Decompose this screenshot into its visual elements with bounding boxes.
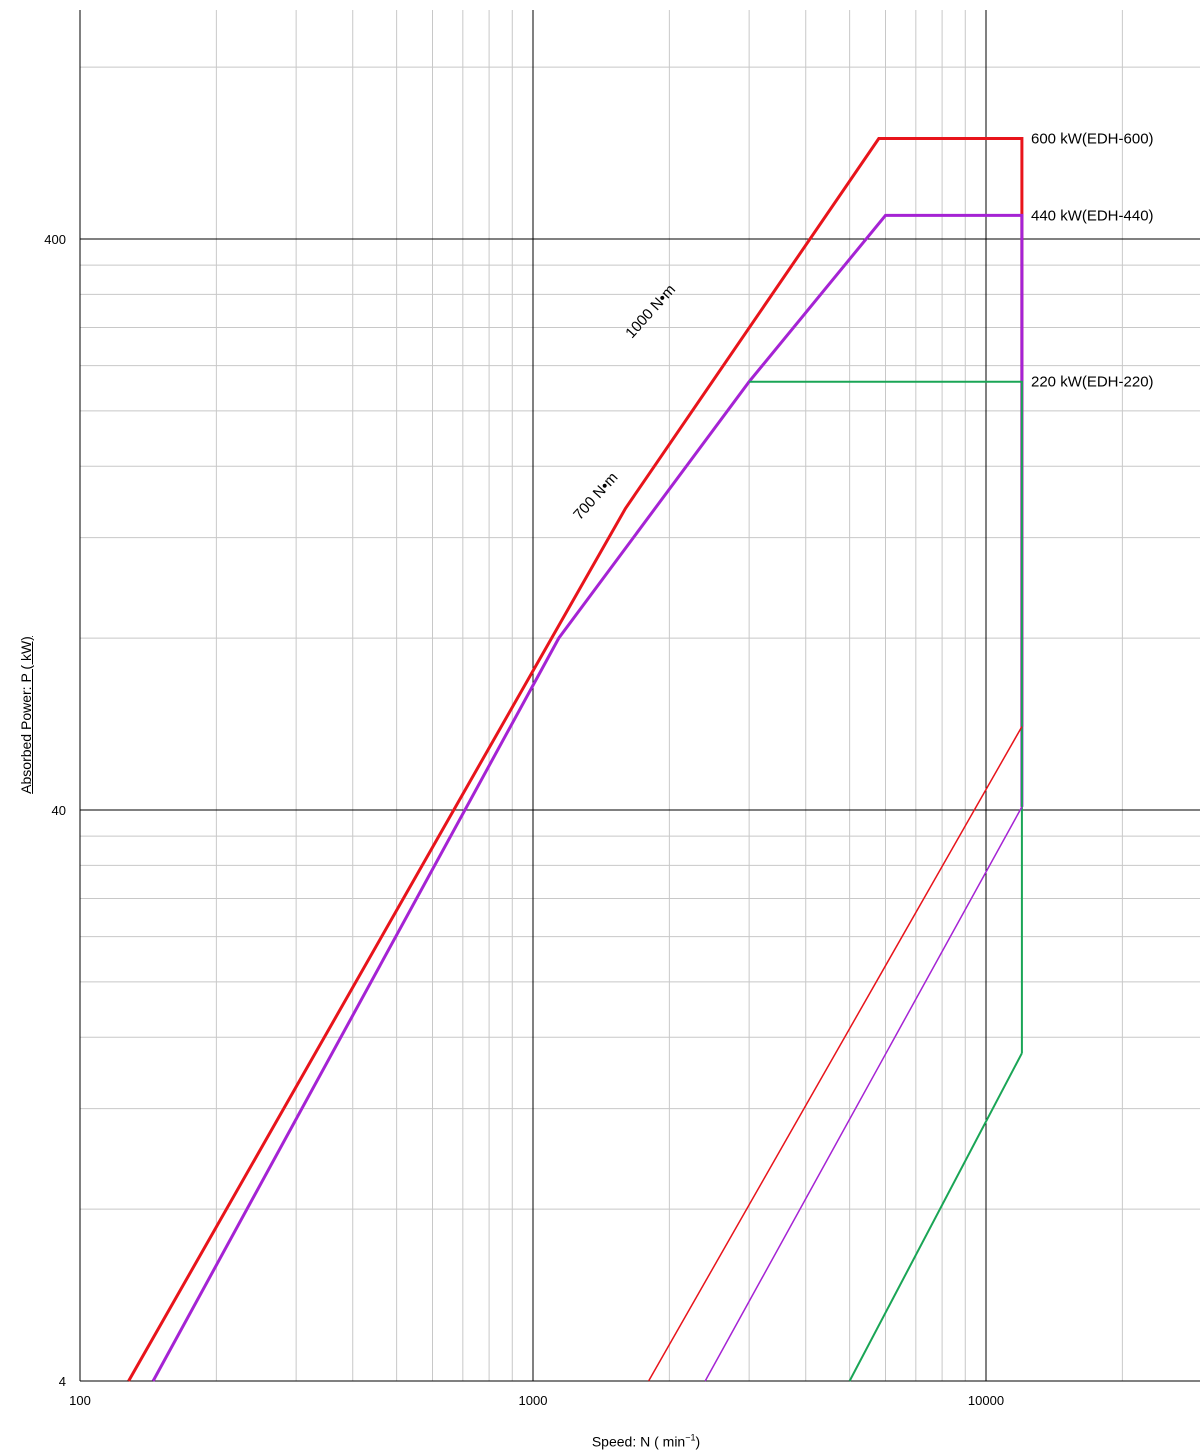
x-axis-label: Speed: N ( min−1) <box>592 1433 700 1450</box>
tick-labels: 100 1000 10000 4 40 400 <box>44 232 1004 1408</box>
series-label-3: 220 kW(EDH-220) <box>1031 374 1154 391</box>
series-label-2: 440 kW(EDH-440) <box>1031 207 1154 224</box>
series-line-3 <box>749 380 1023 1054</box>
x-axis-label-unit: min <box>658 1433 686 1450</box>
series-label-1: 600 kW(EDH-600) <box>1031 130 1154 147</box>
x-axis-label-prefix: Speed: N ( <box>591 1433 659 1450</box>
y-tick-label: 40 <box>52 803 66 818</box>
series-line-6 <box>848 1052 1023 1382</box>
series-line-1 <box>127 137 1024 1382</box>
x-tick-label: 10000 <box>968 1393 1004 1408</box>
torque-annotation-2: 700 N•m <box>570 469 621 523</box>
y-tick-label: 4 <box>59 1374 66 1389</box>
x-tick-label: 100 <box>69 1393 91 1408</box>
x-axis-label-sup: −1 <box>685 1432 696 1443</box>
torque-annotation-1: 1000 N•m <box>622 281 679 342</box>
major-gridlines <box>79 10 1200 1382</box>
y-tick-label: 400 <box>44 232 66 247</box>
series-labels: 600 kW(EDH-600) 440 kW(EDH-440) 220 kW(EDH… <box>1031 130 1154 390</box>
y-axis-label: Absorbed Power: P ( kW) <box>18 636 34 794</box>
x-axis-label-suffix: ) <box>695 1433 701 1450</box>
x-tick-label: 1000 <box>519 1393 548 1408</box>
series-line-2 <box>151 213 1024 1382</box>
series-line-4 <box>647 726 1023 1382</box>
annotations: 1000 N•m 700 N•m <box>570 281 679 523</box>
series-lines <box>127 137 1024 1382</box>
series-line-5 <box>704 806 1023 1382</box>
